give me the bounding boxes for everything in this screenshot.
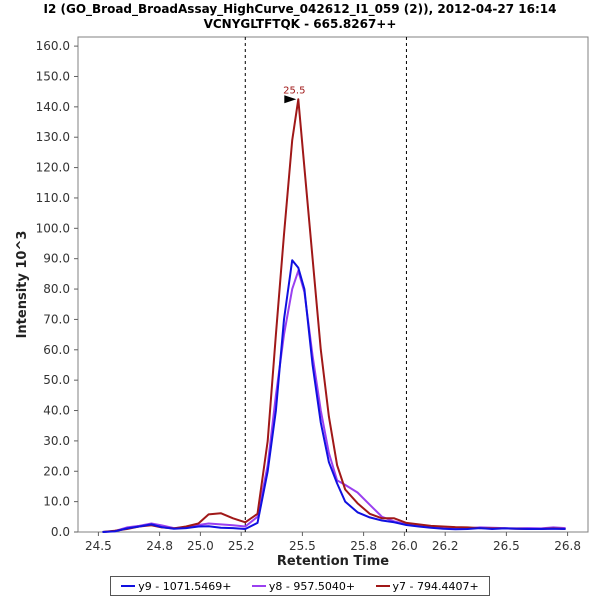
y-tick-label: 110.0 — [36, 191, 70, 205]
x-tick-label: 25.8 — [350, 539, 377, 553]
x-tick-label: 26.8 — [554, 539, 581, 553]
x-tick-label: 25.0 — [187, 539, 214, 553]
x-tick-label: 25.2 — [228, 539, 255, 553]
y-tick-label: 80.0 — [43, 282, 70, 296]
y-tick-label: 20.0 — [43, 464, 70, 478]
y-tick-label: 0.0 — [51, 525, 70, 539]
x-tick-label: 26.0 — [391, 539, 418, 553]
series-line-y9 — [102, 259, 566, 533]
y-tick-label: 30.0 — [43, 434, 70, 448]
y-tick-label: 150.0 — [36, 69, 70, 83]
legend: y9 - 1071.5469+ y8 - 957.5040+ y7 - 794.… — [110, 576, 490, 596]
legend-item-y9: y9 - 1071.5469+ — [121, 580, 231, 593]
x-tick-label: 25.5 — [289, 539, 316, 553]
legend-item-y8: y8 - 957.5040+ — [251, 579, 356, 593]
legend-label-y7: y7 - 794.4407+ — [392, 579, 479, 593]
y-tick-label: 140.0 — [36, 100, 70, 114]
y-tick-label: 40.0 — [43, 404, 70, 418]
legend-swatch-y8 — [251, 585, 266, 587]
y-tick-label: 130.0 — [36, 130, 70, 144]
y-tick-label: 160.0 — [36, 39, 70, 53]
legend-swatch-y9 — [121, 585, 136, 587]
y-tick-label: 50.0 — [43, 373, 70, 387]
y-tick-label: 70.0 — [43, 312, 70, 326]
peak-annotation-label: 25.5 — [283, 85, 305, 96]
y-tick-label: 60.0 — [43, 343, 70, 357]
y-tick-label: 10.0 — [43, 495, 70, 509]
legend-label-y8: y8 - 957.5040+ — [268, 579, 356, 593]
x-tick-label: 24.8 — [146, 539, 173, 553]
legend-item-y7: y7 - 794.4407+ — [375, 579, 479, 593]
y-axis-label: Intensity 10^3 — [15, 231, 30, 339]
peak-arrow-icon — [284, 95, 297, 104]
y-tick-label: 120.0 — [36, 161, 70, 175]
y-tick-label: 100.0 — [36, 221, 70, 235]
chart-subtitle: VCNYGLTFTQK - 665.8267++ — [203, 17, 397, 31]
chart-title: I2 (GO_Broad_BroadAssay_HighCurve_042612… — [43, 2, 557, 16]
plot-area — [77, 36, 589, 533]
x-axis-label: Retention Time — [277, 554, 389, 569]
x-tick-label: 26.2 — [432, 539, 459, 553]
legend-swatch-y7 — [375, 585, 390, 587]
x-tick-label: 26.5 — [493, 539, 520, 553]
y-tick-label: 90.0 — [43, 252, 70, 266]
legend-label-y9: y9 - 1071.5469+ — [138, 579, 232, 593]
x-tick-label: 24.5 — [85, 539, 112, 553]
